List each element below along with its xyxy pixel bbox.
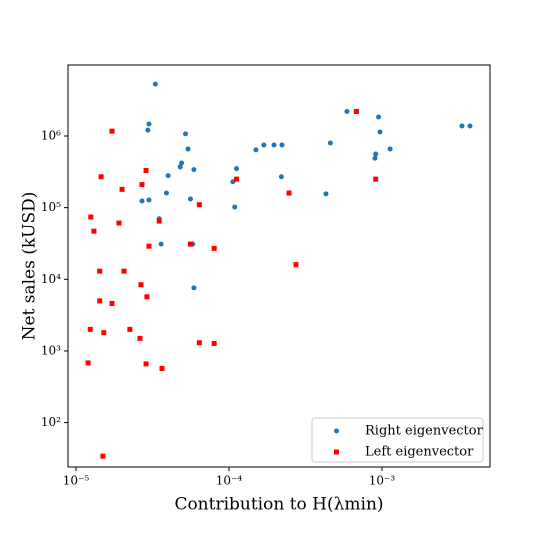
y-axis-label: Net sales (kUSD) (20, 192, 40, 341)
point (156, 218, 162, 224)
point (191, 285, 197, 291)
point (177, 164, 183, 170)
y-tick-label: 10⁵ (41, 200, 61, 214)
point (185, 146, 191, 152)
point (91, 228, 97, 234)
point (211, 341, 217, 347)
point (97, 268, 103, 274)
point (323, 191, 329, 197)
legend-label: Right eigenvector (365, 424, 484, 439)
point (459, 123, 465, 129)
series (139, 81, 473, 291)
point (286, 190, 292, 196)
point (127, 326, 133, 332)
point (159, 365, 165, 371)
point (377, 129, 383, 135)
point (467, 123, 473, 129)
legend-marker (334, 428, 339, 434)
point (234, 176, 240, 182)
point (271, 142, 277, 148)
y-tick-label: 10³ (41, 343, 61, 357)
point (293, 262, 299, 268)
point (253, 147, 259, 153)
point (278, 174, 284, 180)
point (165, 173, 171, 179)
x-tick-label: 10⁻⁵ (63, 474, 90, 488)
y-tick-label: 10⁶ (41, 129, 61, 143)
point (187, 241, 193, 247)
point (109, 300, 115, 306)
point (234, 166, 240, 172)
point (183, 131, 189, 137)
point (116, 220, 122, 226)
point (344, 108, 350, 114)
x-axis-label: Contribution to H(λmin) (174, 495, 383, 515)
point (232, 204, 238, 210)
point (87, 326, 93, 332)
point (97, 298, 103, 304)
point (139, 182, 145, 188)
point (179, 160, 185, 166)
point (387, 146, 393, 152)
point (372, 155, 378, 161)
point (146, 197, 152, 203)
y-tick-label: 10⁴ (41, 272, 61, 286)
point (109, 128, 115, 134)
point (376, 114, 382, 120)
point (101, 330, 107, 336)
point (373, 176, 379, 182)
point (327, 140, 333, 146)
point (187, 196, 193, 202)
point (119, 186, 125, 192)
point (100, 453, 106, 459)
point (98, 174, 104, 180)
x-tick-label: 10⁻⁴ (216, 474, 243, 488)
legend: Right eigenvector Left eigenvector (311, 417, 484, 463)
series (85, 108, 379, 459)
legend-marker (334, 449, 339, 455)
point (138, 282, 144, 288)
point (121, 268, 127, 274)
point (196, 202, 202, 208)
plot-frame (67, 64, 491, 468)
point (146, 121, 152, 127)
point (145, 127, 151, 133)
point (143, 168, 149, 174)
point (144, 294, 150, 300)
legend-label: Left eigenvector (365, 445, 474, 460)
point (152, 81, 158, 87)
point (211, 245, 217, 251)
y-tick-label: 10² (41, 415, 61, 429)
legend-box (311, 417, 484, 463)
point (191, 167, 197, 173)
point (137, 335, 143, 341)
point (85, 360, 91, 366)
point (279, 142, 285, 148)
point (353, 108, 359, 114)
x-tick-label: 10⁻³ (369, 474, 396, 488)
point (196, 340, 202, 346)
point (88, 214, 94, 220)
point (261, 142, 267, 148)
point (143, 361, 149, 367)
point (163, 190, 169, 196)
point (158, 241, 164, 247)
point (139, 198, 145, 204)
point (146, 243, 152, 249)
point (373, 151, 379, 157)
